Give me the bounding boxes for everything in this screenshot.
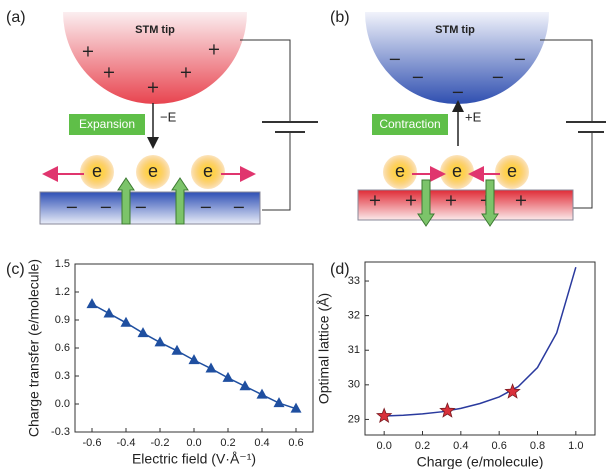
x-tick-label: 0.4: [453, 440, 468, 452]
field-label: −E: [160, 109, 177, 124]
plot-frame: [365, 262, 595, 435]
charge: +: [404, 191, 417, 210]
electron-label: e: [203, 161, 213, 181]
charge: −: [199, 198, 212, 217]
y-tick-label: 31: [348, 344, 360, 356]
x-tick-label: 0.6: [288, 437, 303, 449]
charge: +: [102, 63, 115, 82]
charge: +: [207, 40, 220, 59]
panel-b: (b) STM tip − − − − − +E Contraction + +…: [330, 9, 606, 226]
y-tick-label: 0.6: [55, 342, 70, 354]
charge: −: [99, 198, 112, 217]
x-tick-label: 0.6: [492, 440, 507, 452]
x-tick-label: -0.2: [151, 437, 170, 449]
charts: (c) -0.6 -0.4 -0.2 0.0 0.2 0.4 0.6 -0.3 0.0 0.3 0.6…: [6, 258, 595, 469]
y-tick-label: -0.3: [51, 426, 70, 438]
charge: +: [81, 42, 94, 61]
figure: (a) STM tip + + + + + −E Expansion − − −…: [0, 0, 608, 469]
charge: +: [444, 191, 457, 210]
marker: [440, 403, 454, 417]
charge: −: [388, 50, 401, 69]
marker: [223, 372, 234, 382]
x-tick-label: -0.6: [83, 437, 102, 449]
y-tick-label: 0.3: [55, 370, 70, 382]
y-axis-label: Charge transfer (e/molecule): [26, 259, 42, 437]
y-tick-label: 0.9: [55, 314, 70, 326]
marker: [155, 336, 166, 346]
charge: +: [368, 191, 381, 210]
electron-label: e: [395, 161, 405, 181]
charge: −: [513, 50, 526, 69]
marker: [87, 298, 98, 308]
y-tick-label: 1.2: [55, 286, 70, 298]
circuit-wire: [240, 40, 290, 210]
field-label: +E: [465, 109, 482, 124]
charge: −: [491, 68, 504, 87]
tip-label: STM tip: [435, 24, 475, 36]
panel-label: (b): [330, 9, 350, 26]
panel-label: (a): [6, 9, 26, 26]
x-axis-label: Charge (e/molecule): [417, 454, 544, 469]
marker: [121, 317, 132, 327]
panel-a: (a) STM tip + + + + + −E Expansion − − −…: [6, 9, 318, 224]
electron-label: e: [452, 161, 462, 181]
electron-label: e: [507, 161, 517, 181]
panel-label: (c): [6, 261, 25, 278]
y-tick-label: 30: [348, 379, 360, 391]
series-line: [384, 267, 576, 416]
state-label: Contraction: [379, 117, 440, 131]
marker: [138, 327, 149, 337]
marker: [206, 363, 217, 373]
charge: −: [232, 198, 245, 217]
marker: [257, 389, 268, 399]
marker: [104, 307, 115, 317]
x-tick-label: 0.0: [186, 437, 201, 449]
page: { "panels": { "a": {"label": "(a)", "tip…: [0, 0, 608, 469]
y-tick-label: 32: [348, 310, 360, 322]
x-tick-label: 0.2: [220, 437, 235, 449]
charge: −: [134, 198, 147, 217]
marker: [240, 380, 251, 390]
x-tick-label: 1.0: [568, 440, 583, 452]
y-tick-label: 33: [348, 275, 360, 287]
charge: +: [514, 191, 527, 210]
y-tick-label: 29: [348, 413, 360, 425]
charge: −: [411, 68, 424, 87]
charge: +: [146, 78, 159, 97]
charge: +: [179, 63, 192, 82]
x-tick-label: 0.4: [254, 437, 269, 449]
panel-label: (d): [330, 261, 350, 278]
state-label: Expansion: [79, 117, 135, 131]
charge: −: [451, 83, 464, 102]
marker: [172, 345, 183, 355]
charge: −: [65, 198, 78, 217]
tip-label: STM tip: [135, 24, 175, 36]
marker: [189, 354, 200, 364]
x-tick-label: -0.4: [117, 437, 136, 449]
x-tick-label: 0.0: [377, 440, 392, 452]
y-tick-label: 0.0: [55, 398, 70, 410]
x-tick-label: 0.8: [530, 440, 545, 452]
marker: [274, 397, 285, 407]
substrate: [358, 190, 573, 220]
circuit-wire: [540, 40, 592, 208]
electron-label: e: [148, 161, 158, 181]
x-tick-label: 0.2: [415, 440, 430, 452]
y-axis-label: Optimal lattice (Å): [316, 293, 332, 404]
marker: [377, 408, 391, 422]
y-tick-label: 1.5: [55, 258, 70, 270]
electron-label: e: [92, 161, 102, 181]
x-axis-label: Electric field (V·Å⁻¹): [132, 451, 256, 467]
